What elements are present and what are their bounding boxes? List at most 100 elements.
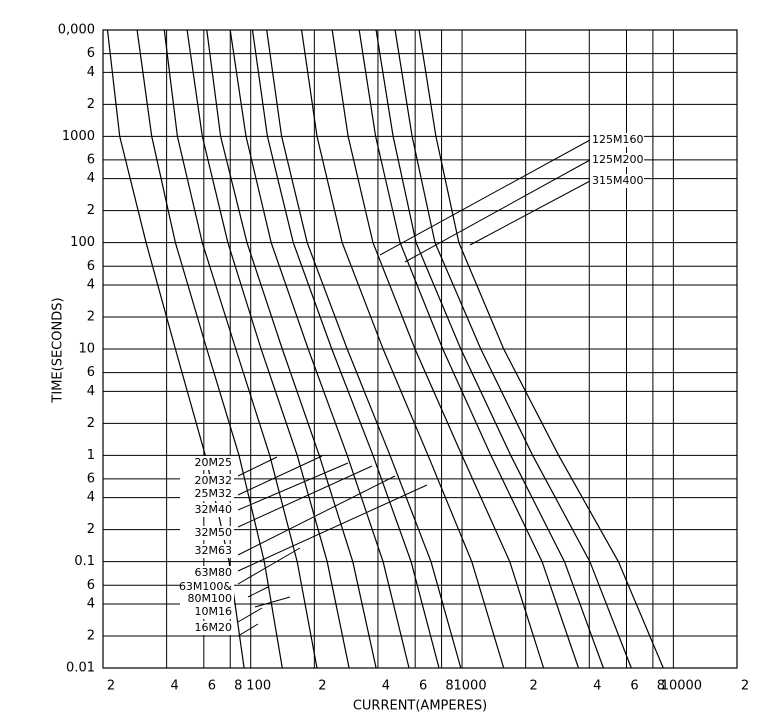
- annotation: 32M63: [195, 544, 233, 557]
- y-tick-label: 2: [87, 203, 95, 218]
- label-bg: [180, 621, 234, 635]
- y-tick-label: 6: [87, 578, 95, 593]
- annotation: 32M50: [195, 526, 233, 539]
- fuse-curve: [136, 29, 283, 669]
- x-tick-label: 6: [208, 679, 216, 694]
- y-tick-label: 2: [87, 309, 95, 324]
- label-bg: [180, 544, 234, 558]
- annotation: 10M16: [195, 605, 233, 618]
- leader-line: [237, 623, 259, 637]
- x-tick-label: 4: [593, 679, 601, 694]
- fuse-curve: [206, 29, 377, 669]
- y-tick-label: 2: [87, 416, 95, 431]
- leader-line: [237, 465, 373, 528]
- x-tick-label: 8: [234, 679, 242, 694]
- fuse-curve: [251, 29, 440, 669]
- y-tick-label: 4: [87, 277, 95, 292]
- label-bg: [180, 487, 234, 501]
- y-tick-label: 4: [87, 490, 95, 505]
- y-tick-label: 0,000: [58, 23, 95, 38]
- label-bg: [180, 566, 234, 580]
- fuse-curve: [358, 29, 580, 669]
- label-bg: [180, 503, 234, 517]
- leader-line: [237, 456, 278, 477]
- label-bg: [180, 456, 234, 470]
- fuse-curve: [266, 29, 462, 669]
- x-tick-label: 1000: [454, 679, 487, 694]
- fuse-curve: [375, 29, 604, 669]
- x-tick-label: 4: [382, 679, 390, 694]
- label-bg: [590, 153, 644, 167]
- annotation: 16M20: [195, 621, 233, 634]
- fuse-curve: [301, 29, 505, 669]
- label-bg: [590, 174, 644, 188]
- y-tick-label: 0.1: [74, 554, 95, 569]
- leader-line: [237, 607, 263, 623]
- x-tick-label: 8: [445, 679, 453, 694]
- y-tick-label: 2: [87, 628, 95, 643]
- annotation: 20M32: [195, 474, 233, 487]
- y-tick-label: 6: [87, 259, 95, 274]
- y-tick-label: 4: [87, 384, 95, 399]
- y-tick-label: 2: [87, 97, 95, 112]
- x-tick-label: 2: [107, 679, 115, 694]
- annotation: 315M400: [592, 174, 643, 187]
- y-tick-label: 10: [78, 342, 95, 357]
- y-tick-label: 6: [87, 46, 95, 61]
- label-bg: [180, 580, 234, 594]
- x-tick-label: 2: [741, 679, 749, 694]
- y-tick-label: 6: [87, 365, 95, 380]
- leader-line: [237, 462, 349, 511]
- label-bg: [180, 526, 234, 540]
- label-bg: [180, 605, 234, 619]
- y-tick-label: 2: [87, 522, 95, 537]
- plot-frame: [102, 29, 738, 669]
- leader-line: [254, 596, 291, 608]
- fuse-curve: [106, 29, 245, 669]
- x-tick-label: 2: [530, 679, 538, 694]
- leader-line: [404, 159, 591, 263]
- y-tick-label: 1000: [62, 129, 95, 144]
- x-tick-label: 10000: [661, 679, 702, 694]
- annotation: 63M100&: [179, 580, 232, 593]
- fuse-curve: [163, 29, 318, 669]
- fuse-curve: [186, 29, 350, 669]
- x-tick-label: 4: [170, 679, 178, 694]
- label-bg: [590, 133, 644, 147]
- label-bg: [180, 592, 234, 606]
- fuse-curve: [394, 29, 632, 669]
- leader-line: [237, 484, 428, 572]
- leader-line: [379, 139, 591, 256]
- y-tick-label: 4: [87, 596, 95, 611]
- y-tick-label: 1: [87, 448, 95, 463]
- y-axis-title: TIME(SECONDS): [51, 297, 66, 403]
- leader-line: [237, 455, 323, 496]
- annotation: 63M80: [195, 566, 233, 579]
- x-axis-title: CURRENT(AMPERES): [353, 699, 487, 714]
- y-tick-label: 100: [70, 235, 95, 250]
- fuse-curve: [331, 29, 545, 669]
- label-bg: [180, 474, 234, 488]
- x-tick-label: 6: [419, 679, 427, 694]
- annotation: 80M100: [188, 592, 232, 605]
- annotation: 125M200: [592, 153, 643, 166]
- leader-line: [237, 475, 396, 556]
- x-tick-label: 8: [657, 679, 665, 694]
- leader-line: [469, 180, 591, 246]
- x-tick-label: 100: [246, 679, 271, 694]
- leader-line: [237, 547, 301, 585]
- annotation: 20M25: [195, 456, 233, 469]
- fuse-curve: [418, 29, 664, 669]
- x-tick-label: 2: [318, 679, 326, 694]
- x-tick-label: 6: [630, 679, 638, 694]
- fuse-curve: [229, 29, 410, 669]
- y-tick-label: 4: [87, 65, 95, 80]
- annotation: 125M160: [592, 133, 643, 146]
- annotation: 32M40: [195, 503, 233, 516]
- y-tick-label: 4: [87, 171, 95, 186]
- y-tick-label: 6: [87, 471, 95, 486]
- annotation: 25M32: [195, 487, 233, 500]
- y-tick-label: 0.01: [66, 661, 95, 676]
